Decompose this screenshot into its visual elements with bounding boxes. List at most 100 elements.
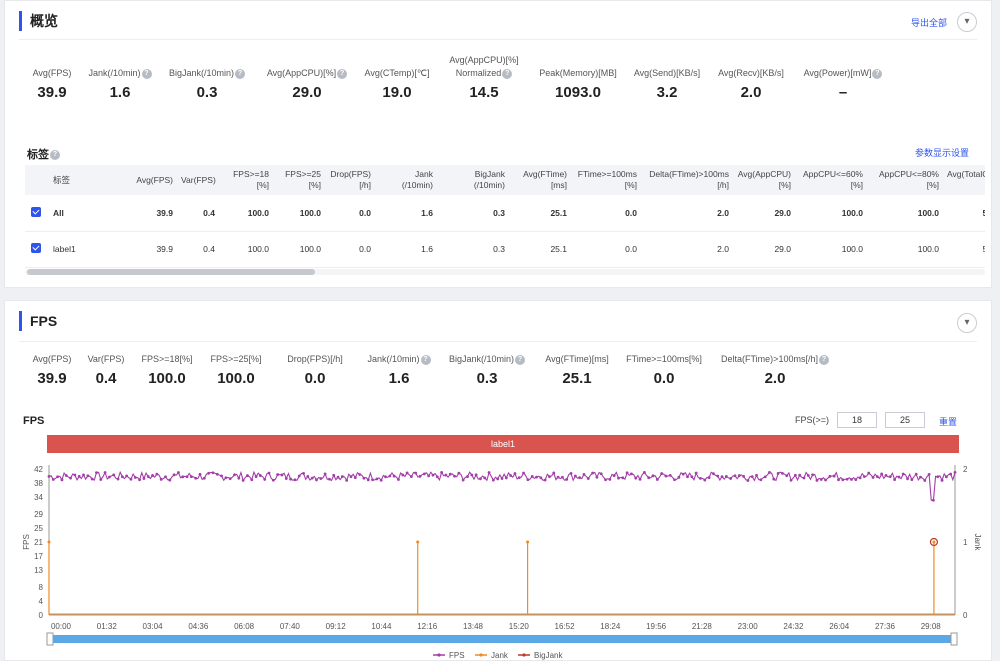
param-settings-link[interactable]: 参数显示设置 [914,148,969,158]
fps-point [177,471,180,474]
fps-point [237,476,241,480]
fps-point [910,478,914,482]
fps-point [526,478,530,482]
help-icon[interactable]: ? [141,68,152,79]
column-header[interactable]: BigJank (/10min) [439,165,511,195]
export-all-link[interactable]: 导出全部 [910,18,947,28]
metric-0: Avg(FPS) 39.9 [0,67,112,101]
column-header[interactable]: AppCPU<=60% [%] [797,165,869,195]
column-header[interactable]: 标签 [47,165,133,195]
fps-point [681,472,685,476]
column-header[interactable]: FTime>=100ms [%] [573,165,643,195]
fps-point [358,473,362,476]
row-label: label1 [47,231,133,268]
column-header[interactable]: Var(FPS) [179,165,221,195]
table-row[interactable]: All 39.9 0.4 100.0 100.0 0.0 1.6 0.3 25.1 0.0 2.0 2… [25,195,985,232]
fps-point [802,476,806,480]
legend-item-fps[interactable]: FPS [449,651,465,660]
row-checkbox[interactable] [25,195,47,232]
fps-threshold-18-input[interactable]: 18 [837,412,877,428]
table-cell: 2.0 [643,231,735,268]
help-icon[interactable]: ? [50,150,60,161]
fps-point [185,475,189,479]
fps-point [422,472,426,476]
fps-point [932,498,935,502]
fps-point [340,475,344,478]
column-header[interactable]: Avg(FTime) [ms] [511,165,573,195]
fps-point [699,477,702,480]
help-icon[interactable]: ? [872,68,883,79]
legend-item-bigjank[interactable]: BigJank [534,651,563,660]
row-checkbox[interactable] [25,231,47,268]
fps-chart[interactable]: 0 4 8 13 17 21 25 29 34 38 42 0 1 2 00:00 01:32 03:04 04:… [5,455,991,661]
label-bar-label1[interactable]: label1 [47,435,959,453]
fps-point [496,477,500,481]
fps-point [189,475,193,479]
chevron-down-icon: ▾ [964,16,970,27]
fps-point [854,478,858,482]
help-icon[interactable]: ? [515,354,526,365]
fps-point [720,475,724,479]
legend-item-jank[interactable]: Jank [491,651,509,660]
column-header[interactable]: Delta(FTime)>100ms [/h] [643,165,735,195]
fps-point [69,476,72,480]
table-horizontal-scrollbar[interactable] [25,269,985,275]
metric-label: Var(FPS) [87,354,125,364]
x-tick-label: 13:48 [463,622,484,631]
fps-point [522,471,525,475]
column-header[interactable]: Avg(AppCPU) [%] [735,165,797,195]
fps-point [461,478,465,482]
fps-point [276,473,280,476]
metric-label: Avg(CTemp)[℃] [364,68,430,78]
range-slider-track[interactable] [49,635,955,643]
fps-point [561,475,564,479]
fps-point [612,474,616,477]
column-header[interactable]: Avg(FPS) [133,165,179,195]
range-slider-left-handle[interactable] [46,632,54,646]
table-cell: 0.0 [327,231,377,268]
metric-6: Peak(Memory)[MB] 1093.0 [518,67,638,101]
metric-value: 0.4 [95,370,117,387]
fps-point [103,471,107,474]
reset-link[interactable]: 重置 [938,417,957,427]
fps-point [776,472,780,475]
table-cell: 1.6 [377,195,439,232]
column-header[interactable]: FPS>=18 [%] [221,165,275,195]
fps-point [133,476,137,479]
help-icon[interactable]: ? [818,354,829,365]
fps-point [604,478,607,482]
scrollbar-thumb[interactable] [27,269,315,275]
table-cell: 0.0 [573,195,643,232]
metric-1: Jank(/10min)? 1.6 [60,67,180,101]
column-header[interactable] [25,165,47,195]
column-header[interactable]: Jank (/10min) [377,165,439,195]
table-cell: 39.9 [133,195,179,232]
checkbox-checked-icon[interactable] [31,206,41,217]
fps-point [259,474,262,477]
help-icon[interactable]: ? [420,354,431,365]
fps-point [474,473,478,477]
metric-label: BigJank(/10min)? [147,67,267,80]
fps-point [198,472,202,476]
overview-collapse-button[interactable]: ▾ [957,12,977,32]
fps-point [953,471,957,474]
table-row[interactable]: label1 39.9 0.4 100.0 100.0 0.0 1.6 0.3 25.1 0.0 2… [25,231,985,268]
fps-point [729,477,733,480]
help-icon[interactable]: ? [502,68,513,79]
metric-label: Avg(AppCPU)[%]? [247,67,367,80]
column-header[interactable]: AppCPU<=80% [%] [869,165,945,195]
fps-point [530,475,534,478]
column-header[interactable]: FPS>=25 [%] [275,165,327,195]
metric-value: 1.6 [388,370,410,387]
range-slider-right-handle[interactable] [950,632,958,646]
fps-collapse-button[interactable]: ▾ [957,313,977,333]
y-tick-label: 17 [34,552,43,561]
checkbox-checked-icon[interactable] [31,243,41,253]
fps-threshold-25-input[interactable]: 25 [885,412,925,428]
column-header[interactable]: Drop(FPS) [/h] [327,165,377,195]
column-header[interactable]: Avg(TotalCPU)[%] [945,165,985,195]
fps-point [125,474,129,478]
help-icon[interactable]: ? [337,68,348,79]
help-icon[interactable]: ? [235,68,246,79]
fps-point [642,471,646,474]
